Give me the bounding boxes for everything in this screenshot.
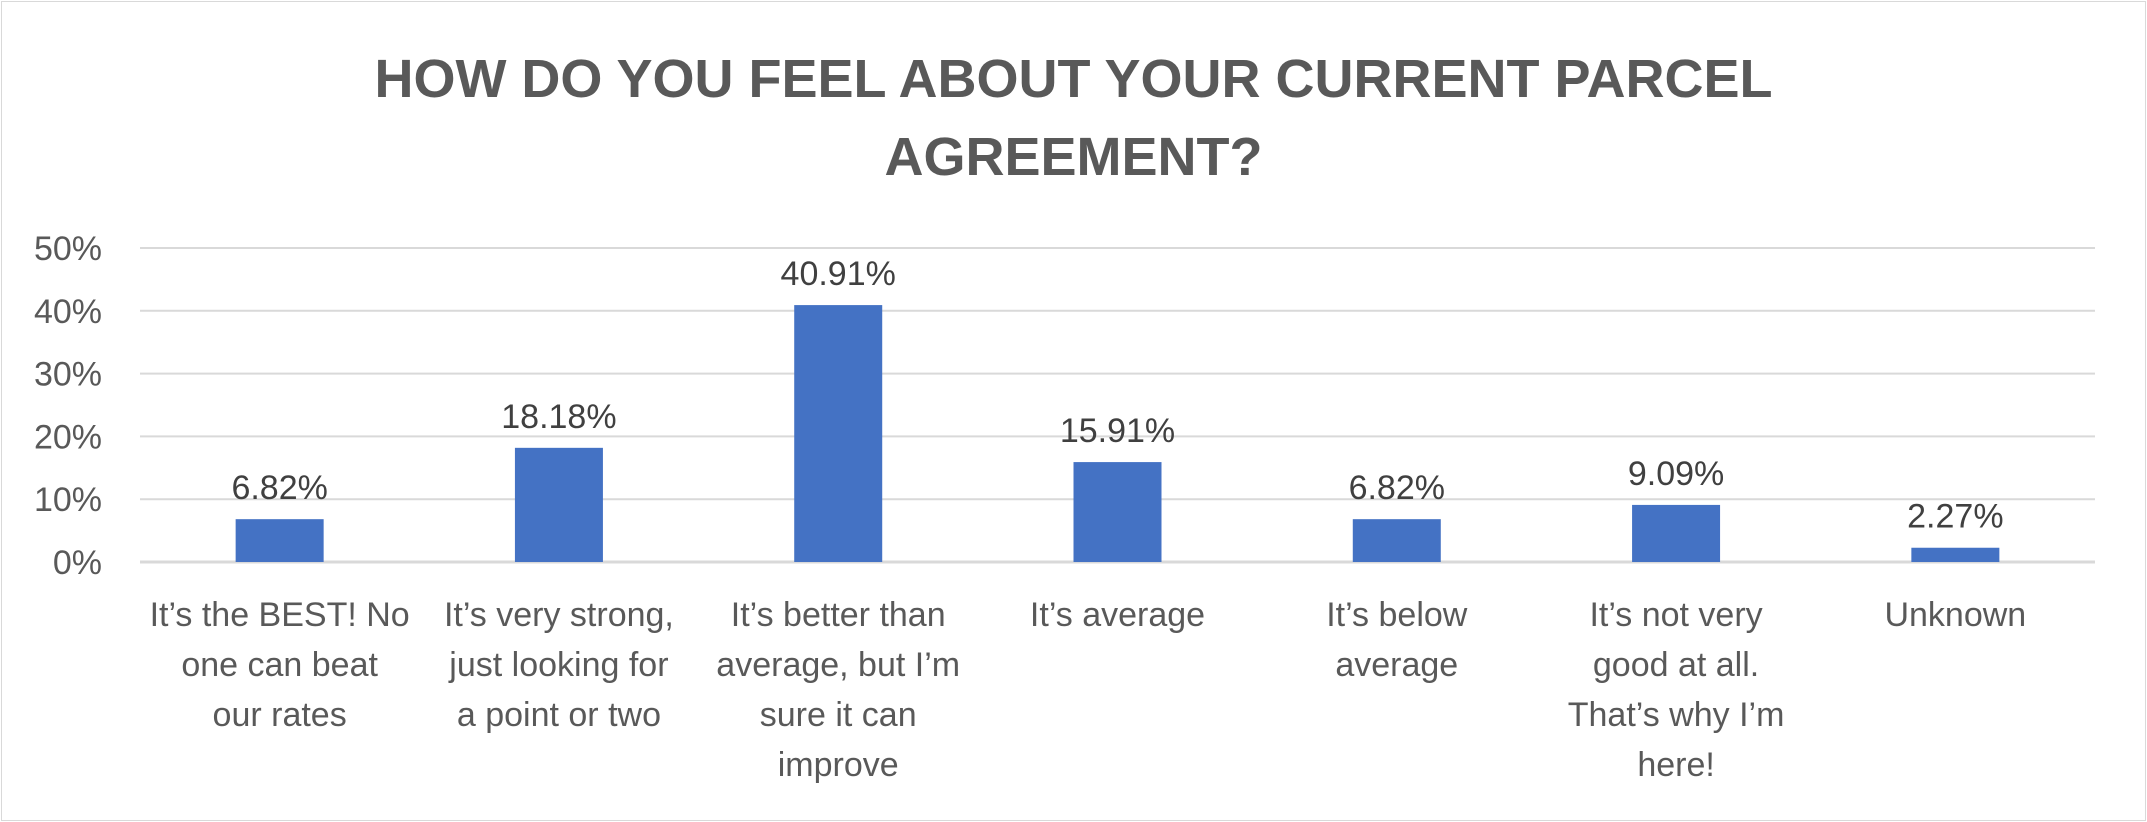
bar bbox=[1073, 462, 1162, 562]
x-tick-label-line: Unknown bbox=[1884, 596, 2027, 634]
y-tick-label: 50% bbox=[34, 230, 102, 268]
data-label: 6.82% bbox=[1349, 469, 1445, 507]
x-tick-label-line: average, but I’m bbox=[716, 646, 961, 684]
x-tick-label: It’s very strong, just looking for a point… bbox=[419, 590, 699, 740]
data-labels: 6.82% 18.18% 40.91% 15.91% 6.82% 9.09% 2.27% bbox=[231, 255, 2003, 536]
data-label: 40.91% bbox=[781, 255, 896, 293]
x-tick-label-line: It’s not very bbox=[1589, 596, 1763, 634]
bar bbox=[794, 305, 883, 562]
y-tick-label: 30% bbox=[34, 356, 102, 394]
bar bbox=[1632, 504, 1721, 562]
y-tick-label: 20% bbox=[34, 418, 102, 456]
x-tick-label-line: sure it can bbox=[759, 696, 917, 734]
y-axis-tick-labels: 0% 10% 20% 30% 40% 50% bbox=[34, 230, 102, 582]
x-tick-label-line: It’s better than bbox=[730, 596, 946, 634]
x-tick-label-line: average bbox=[1335, 646, 1459, 684]
x-tick-label-line: It’s the BEST! No bbox=[149, 596, 410, 634]
x-tick-label: It’s not very good at all. That’s why I’m h… bbox=[1536, 590, 1816, 790]
chart-title-line-2: AGREEMENT? bbox=[884, 127, 1263, 187]
x-tick-label-line: It’s below bbox=[1326, 596, 1468, 634]
data-label: 15.91% bbox=[1060, 412, 1175, 450]
bars bbox=[235, 305, 2000, 562]
y-tick-label: 10% bbox=[34, 481, 102, 519]
x-tick-label: It’s the BEST! No one can beat our rates bbox=[140, 590, 420, 740]
bar bbox=[1911, 547, 2000, 562]
bar bbox=[514, 447, 603, 562]
x-tick-label: It’s below average bbox=[1257, 590, 1537, 690]
data-label: 6.82% bbox=[231, 469, 327, 507]
x-tick-label-line: good at all. bbox=[1592, 646, 1760, 684]
x-tick-label-line: our rates bbox=[212, 696, 347, 734]
chart-title-line-1: HOW DO YOU FEEL ABOUT YOUR CURRENT PARCE… bbox=[374, 49, 1773, 109]
bar bbox=[1352, 519, 1441, 562]
data-label: 2.27% bbox=[1907, 498, 2003, 536]
x-tick-label: It’s average bbox=[978, 590, 1258, 640]
x-tick-label-line: just looking for bbox=[449, 646, 669, 684]
y-tick-label: 40% bbox=[34, 293, 102, 331]
y-tick-label: 0% bbox=[53, 544, 102, 582]
x-tick-label-line: one can beat bbox=[181, 646, 378, 684]
x-tick-label-line: a point or two bbox=[456, 696, 661, 734]
data-label: 9.09% bbox=[1628, 455, 1724, 493]
x-tick-label-line: here! bbox=[1637, 746, 1715, 784]
bar bbox=[235, 519, 324, 562]
chart-title: HOW DO YOU FEEL ABOUT YOUR CURRENT PARCE… bbox=[0, 40, 2147, 196]
x-tick-label: Unknown bbox=[1815, 590, 2095, 640]
x-tick-label-line: It’s very strong, bbox=[443, 596, 674, 634]
x-tick-label-line: That’s why I’m bbox=[1567, 696, 1785, 734]
x-tick-label: It’s better than average, but I’m sure it … bbox=[698, 590, 978, 790]
x-tick-label-line: improve bbox=[777, 746, 899, 784]
x-tick-label-line: It’s average bbox=[1029, 596, 1206, 634]
data-label: 18.18% bbox=[501, 398, 616, 436]
